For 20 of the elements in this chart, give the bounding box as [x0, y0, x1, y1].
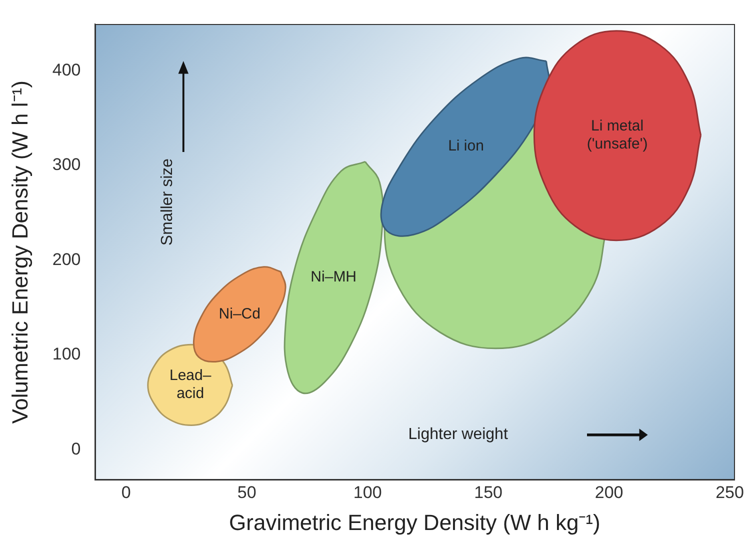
x-axis-title: Gravimetric Energy Density (W h kg⁻¹)	[229, 510, 600, 535]
annotation: Lighter weight	[408, 426, 508, 444]
y-tick-label: 0	[71, 440, 81, 459]
y-tick-label: 300	[52, 155, 81, 174]
x-tick-label: 250	[716, 483, 744, 502]
x-tick-label: 100	[353, 483, 382, 502]
x-tick-label: 200	[594, 483, 624, 502]
y-tick-label: 200	[52, 250, 81, 269]
series-label: Ni–MH	[310, 268, 357, 286]
x-tick-label: 0	[121, 483, 131, 502]
series-label: Ni–Cd	[218, 305, 260, 322]
series-label: Lead–acid	[169, 367, 212, 402]
x-tick-label: 150	[474, 483, 503, 502]
series-label: Li metal ('unsafe')	[586, 118, 648, 153]
annotation: Smaller size	[159, 158, 178, 246]
x-tick-label: 50	[237, 483, 256, 502]
y-tick-label: 400	[52, 60, 81, 80]
series-label: Li ion	[448, 137, 484, 154]
y-axis-title: Volumetric Energy Density (W h l⁻¹)	[7, 80, 32, 424]
y-tick-label: 100	[52, 344, 81, 364]
